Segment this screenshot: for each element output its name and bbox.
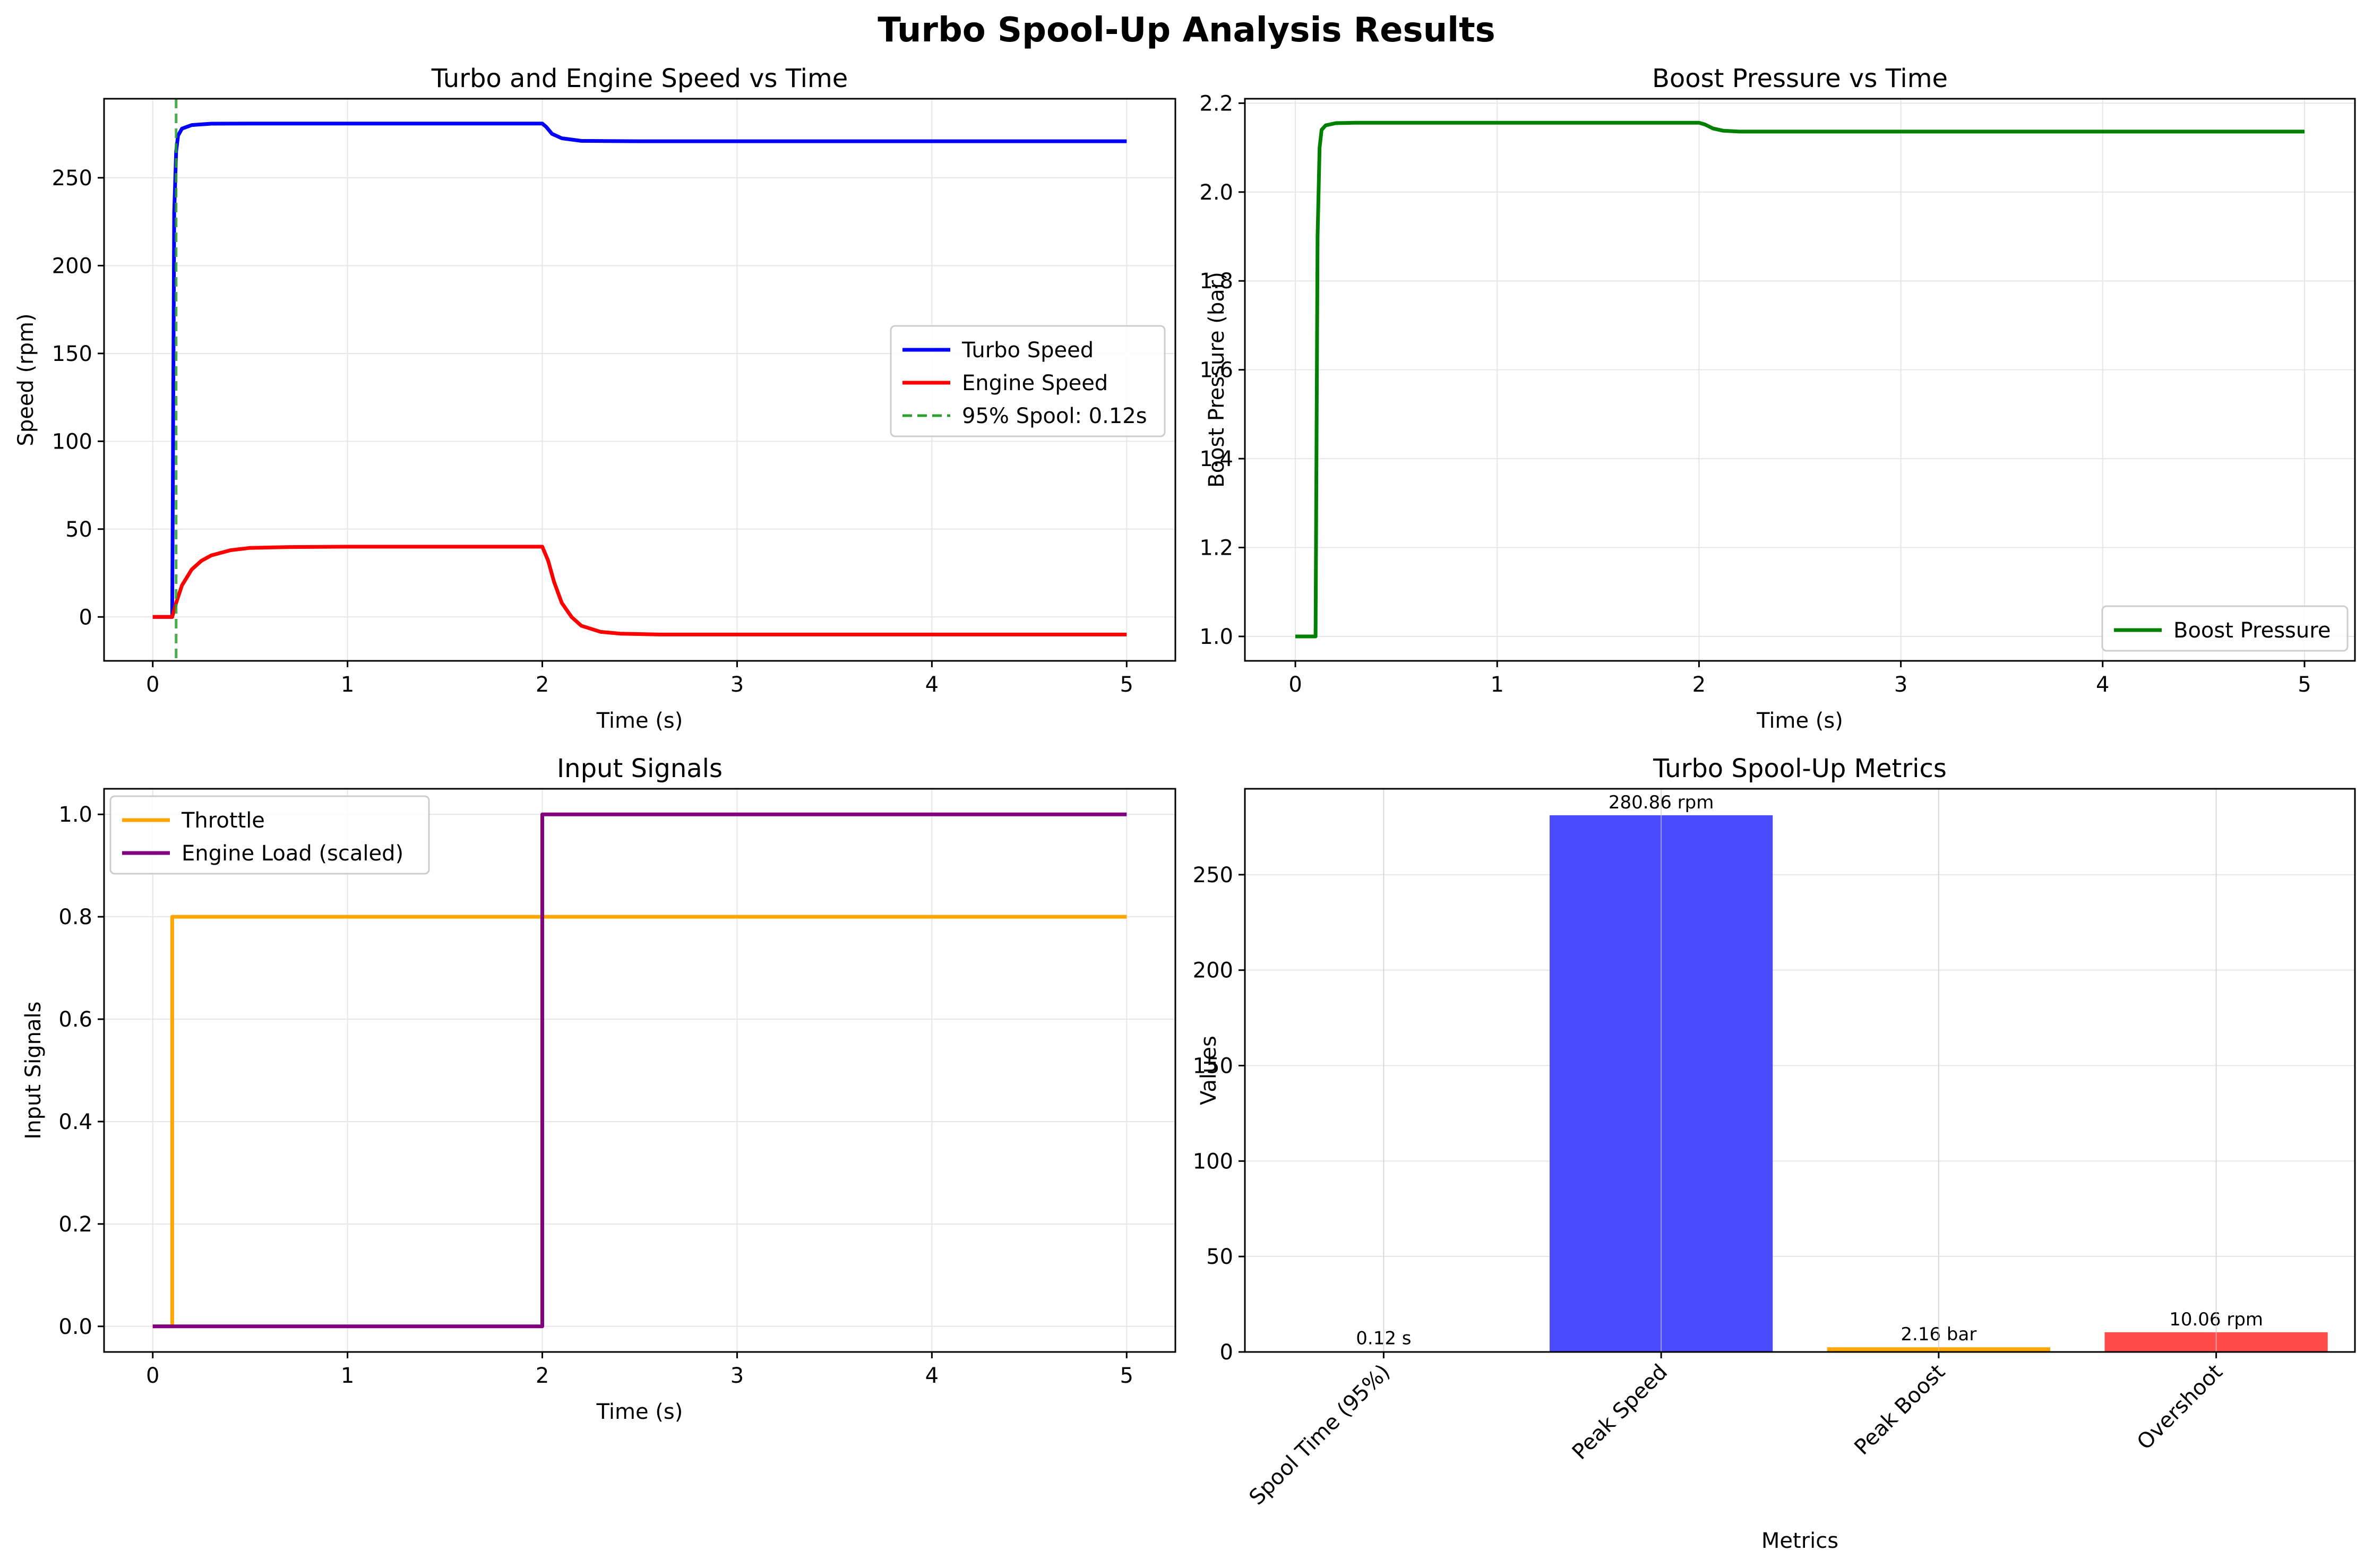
legend-label: 95% Spool: 0.12s — [962, 404, 1147, 428]
axes-frame — [103, 98, 1176, 662]
axes-title: Turbo Spool-Up Metrics — [1653, 754, 1947, 783]
series-line-engine-speed — [152, 545, 1127, 636]
y-tick-label: 50 — [65, 518, 92, 542]
legend-box — [890, 325, 1166, 437]
y-tick-label: 0.4 — [58, 1110, 92, 1134]
y-tick-label: 0 — [79, 605, 92, 630]
y-tick-label: 0.8 — [58, 905, 92, 929]
y-tick-label: 1.4 — [1199, 447, 1233, 471]
y-tick-label: 1.2 — [1199, 536, 1233, 561]
x-tick-label: 1 — [341, 1364, 354, 1388]
x-tick-label: 3 — [1894, 673, 1907, 697]
y-tick-label: 200 — [52, 254, 92, 278]
y-tick-label: 200 — [1193, 959, 1233, 983]
y-tick-label: 0.2 — [58, 1212, 92, 1237]
y-axis-label: Input Signals — [21, 1002, 46, 1140]
input-signals-chart: 0 1 2 3 4 5 0.0 0.2 0.4 0.6 0.8 1.0 Input Signals Tim… — [21, 754, 1176, 1424]
axes-title: Boost Pressure vs Time — [1652, 64, 1948, 93]
x-tick-label: 3 — [730, 673, 744, 697]
x-tick-label: 3 — [730, 1364, 744, 1388]
y-axis-label: Boost Pressure (bar) — [1205, 272, 1229, 488]
x-tick-label: 1 — [341, 673, 354, 697]
series-line-engine-load-scaled- — [152, 812, 1127, 1329]
y-tick-label: 1.8 — [1199, 269, 1233, 294]
y-tick-label: 2.0 — [1199, 180, 1233, 205]
y-axis-label: Speed (rpm) — [14, 313, 38, 446]
x-tick-label: 5 — [1120, 673, 1133, 697]
axes-title: Turbo and Engine Speed vs Time — [431, 64, 848, 93]
legend-label: Engine Speed — [962, 371, 1108, 395]
x-axis-label: Time (s) — [1756, 709, 1843, 733]
legend-label: Throttle — [181, 808, 265, 833]
axes-frame — [1244, 788, 2356, 1353]
y-tick-label: 50 — [1206, 1245, 1233, 1269]
x-tick-label: 4 — [925, 673, 939, 697]
x-tick-label: 2 — [536, 1364, 549, 1388]
x-axis-label: Time (s) — [596, 709, 683, 733]
legend-box — [109, 795, 430, 875]
legend-label: Turbo Speed — [961, 338, 1094, 363]
y-tick-label: 100 — [1193, 1149, 1233, 1174]
y-tick-label: 100 — [52, 429, 92, 454]
x-tick-label: 2 — [1692, 673, 1706, 697]
y-tick-label: 0.0 — [58, 1315, 92, 1339]
x-tick-label: 4 — [925, 1364, 939, 1388]
axes-frame — [1244, 98, 2356, 662]
y-tick-label: 1.0 — [1199, 625, 1233, 649]
legend-label: Engine Load (scaled) — [182, 841, 403, 866]
y-tick-label: 0.6 — [58, 1007, 92, 1032]
y-tick-label: 150 — [1193, 1054, 1233, 1079]
boost-pressure-chart: 0 1 2 3 4 5 1.0 1.2 1.4 1.6 1.8 2.0 2.2 Boost Pressur… — [1199, 64, 2356, 733]
x-tick-label: 1 — [1491, 673, 1504, 697]
y-axis-label: Values — [1197, 1036, 1221, 1105]
axes-title: Input Signals — [557, 754, 723, 783]
x-tick-label: 5 — [1120, 1364, 1133, 1388]
y-tick-label: 2.2 — [1199, 91, 1233, 116]
axes-frame — [103, 788, 1176, 1353]
y-tick-label: 0 — [1220, 1340, 1233, 1365]
y-tick-label: 1.6 — [1199, 358, 1233, 383]
y-tick-label: 250 — [1193, 863, 1233, 888]
legend-box — [2101, 605, 2349, 652]
x-axis-label: Metrics — [1761, 1529, 1838, 1553]
x-tick-label: 2 — [536, 673, 549, 697]
x-axis-label: Time (s) — [596, 1400, 683, 1424]
x-tick-label: 0 — [146, 1364, 159, 1388]
y-tick-label: 150 — [52, 342, 92, 366]
y-tick-label: 250 — [52, 166, 92, 191]
figure-title-text: Turbo Spool-Up Analysis Results — [878, 11, 1495, 50]
legend-label: Boost Pressure — [2173, 618, 2331, 643]
x-tick-label: 0 — [1288, 673, 1302, 697]
series-line-boost-pressure — [1295, 120, 2305, 639]
y-tick-label: 1.0 — [58, 803, 92, 827]
x-tick-label: 0 — [146, 673, 159, 697]
x-tick-label: 4 — [2096, 673, 2109, 697]
x-tick-label: 5 — [2298, 673, 2311, 697]
